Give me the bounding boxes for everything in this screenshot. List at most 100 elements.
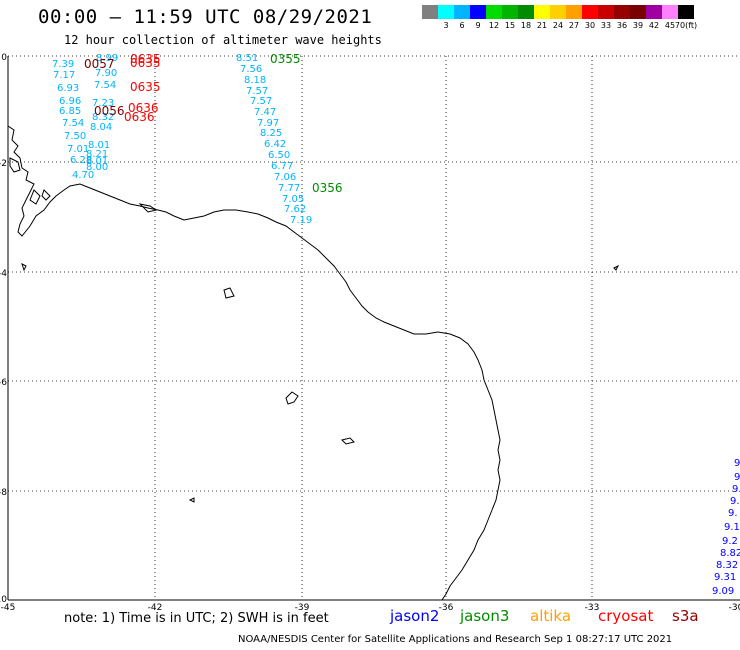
legend-label: 70(ft): [674, 21, 698, 30]
swh-value: 9.09: [712, 586, 734, 597]
x-tick-label: -30: [729, 603, 740, 610]
legend-label: 6: [459, 21, 465, 30]
legend-cell: 3: [438, 5, 454, 30]
swh-value: 8.21: [86, 149, 108, 160]
legend-swatch: [422, 5, 438, 19]
swh-value: 9.: [732, 484, 740, 495]
wave-height-map: -45 -42 -39 -36 -33 -30 0 -2 -4 -6 -8 -10 8.99 7.39…: [0, 52, 740, 610]
legend-cell: 33: [598, 5, 614, 30]
swh-value: 7.97: [257, 118, 279, 129]
legend-swatch: [486, 5, 502, 19]
legend-cell: [422, 5, 438, 30]
swh-value: 9.1: [724, 522, 740, 533]
satellite-name: jason3: [460, 607, 510, 625]
x-tick-label: -42: [148, 603, 163, 610]
swh-value: 7.90: [95, 68, 117, 79]
swh-value: 7.39: [52, 59, 74, 70]
legend-label: 21: [536, 21, 548, 30]
map-subtitle: 12 hour collection of altimeter wave hei…: [64, 33, 382, 47]
y-tick-label: -4: [0, 269, 7, 279]
legend-label: 36: [616, 21, 628, 30]
swh-value: 7.77: [278, 183, 300, 194]
legend-label: 3: [443, 21, 449, 30]
legend-swatch: [598, 5, 614, 19]
x-tick-label: -45: [1, 603, 16, 610]
legend-swatch: [662, 5, 678, 19]
swh-value: 8.32: [716, 560, 738, 571]
legend-label: 9: [475, 21, 481, 30]
swh-value: 8.25: [260, 128, 282, 139]
swh-value: 8.04: [90, 122, 112, 133]
x-tick-label: -36: [439, 603, 454, 610]
pass-time-label: 0636: [128, 101, 159, 115]
swh-value: 6.28: [70, 155, 92, 166]
swh-value: 8.00: [86, 162, 108, 173]
legend-label: 39: [632, 21, 644, 30]
legend-cell: 45: [662, 5, 678, 30]
legend-swatch: [646, 5, 662, 19]
swh-value: 7.57: [246, 86, 268, 97]
legend-swatch: [438, 5, 454, 19]
pass-time-label: 0057: [84, 57, 115, 71]
swh-value: 7.23: [92, 98, 114, 109]
swh-value: 6.85: [59, 106, 81, 117]
legend-cell: 36: [614, 5, 630, 30]
x-tick-label: -39: [295, 603, 310, 610]
footer-note: note: 1) Time is in UTC; 2) SWH is in fe…: [64, 611, 329, 626]
legend-swatch: [678, 5, 694, 19]
swh-value: 7.19: [290, 215, 312, 226]
swh-value: 8.32: [92, 112, 114, 123]
pass-time-label: 0355: [270, 52, 301, 66]
satellite-name: jason2: [390, 607, 440, 625]
legend-swatch: [582, 5, 598, 19]
map-title: 00:00 – 11:59 UTC 08/29/2021: [38, 6, 373, 28]
color-scale-legend: 3 6 9 12 15 18 21 24 27 30 33 36 39 42 45 70(ft): [422, 5, 698, 30]
swh-value: 7.50: [64, 131, 86, 142]
swh-value: 7.54: [62, 118, 84, 129]
swh-value: 9.: [728, 508, 738, 519]
swh-value: 8.51: [236, 53, 258, 64]
swh-value: 8.18: [244, 75, 266, 86]
legend-label: 27: [568, 21, 580, 30]
x-tick-label: -33: [585, 603, 600, 610]
swh-value: 6.96: [59, 96, 81, 107]
legend-label: 15: [504, 21, 516, 30]
legend-label: 42: [648, 21, 660, 30]
legend-cell: 15: [502, 5, 518, 30]
swh-value: 8.99: [96, 53, 118, 64]
legend-swatch: [470, 5, 486, 19]
legend-swatch: [614, 5, 630, 19]
lat-lon-grid: [8, 55, 740, 600]
pass-time-label: 0056: [94, 104, 125, 118]
x-axis-ticks: -45 -42 -39 -36 -33 -30: [1, 603, 740, 610]
pass-time-label: 0635: [130, 56, 161, 70]
legend-cell: 9: [470, 5, 486, 30]
swh-value: 6.77: [271, 161, 293, 172]
swh-value: 8.82: [720, 548, 740, 559]
legend-cell: 21: [534, 5, 550, 30]
legend-swatch: [630, 5, 646, 19]
swh-value: 7.54: [94, 80, 116, 91]
y-tick-label: 0: [1, 53, 7, 63]
swh-value: 9.: [730, 496, 740, 507]
legend-label: 24: [552, 21, 564, 30]
legend-cell: 27: [566, 5, 582, 30]
swh-value: 9: [734, 458, 740, 469]
swh-value: 7.06: [274, 172, 296, 183]
legend-label: 18: [520, 21, 532, 30]
legend-swatch: [454, 5, 470, 19]
legend-cell: 39: [630, 5, 646, 30]
satellite-name: altika: [530, 607, 572, 625]
swh-value: 7.01: [67, 144, 89, 155]
map-frame: [7, 56, 740, 601]
legend-swatch: [518, 5, 534, 19]
satellite-name: s3a: [672, 607, 699, 625]
swh-value: 7.57: [250, 96, 272, 107]
legend-cell: 18: [518, 5, 534, 30]
pass-time-label: 0636: [124, 110, 155, 124]
coastline: [7, 125, 620, 601]
pass-time-label: 0635: [130, 80, 161, 94]
y-tick-label: -10: [0, 595, 7, 605]
y-tick-label: -6: [0, 378, 7, 388]
